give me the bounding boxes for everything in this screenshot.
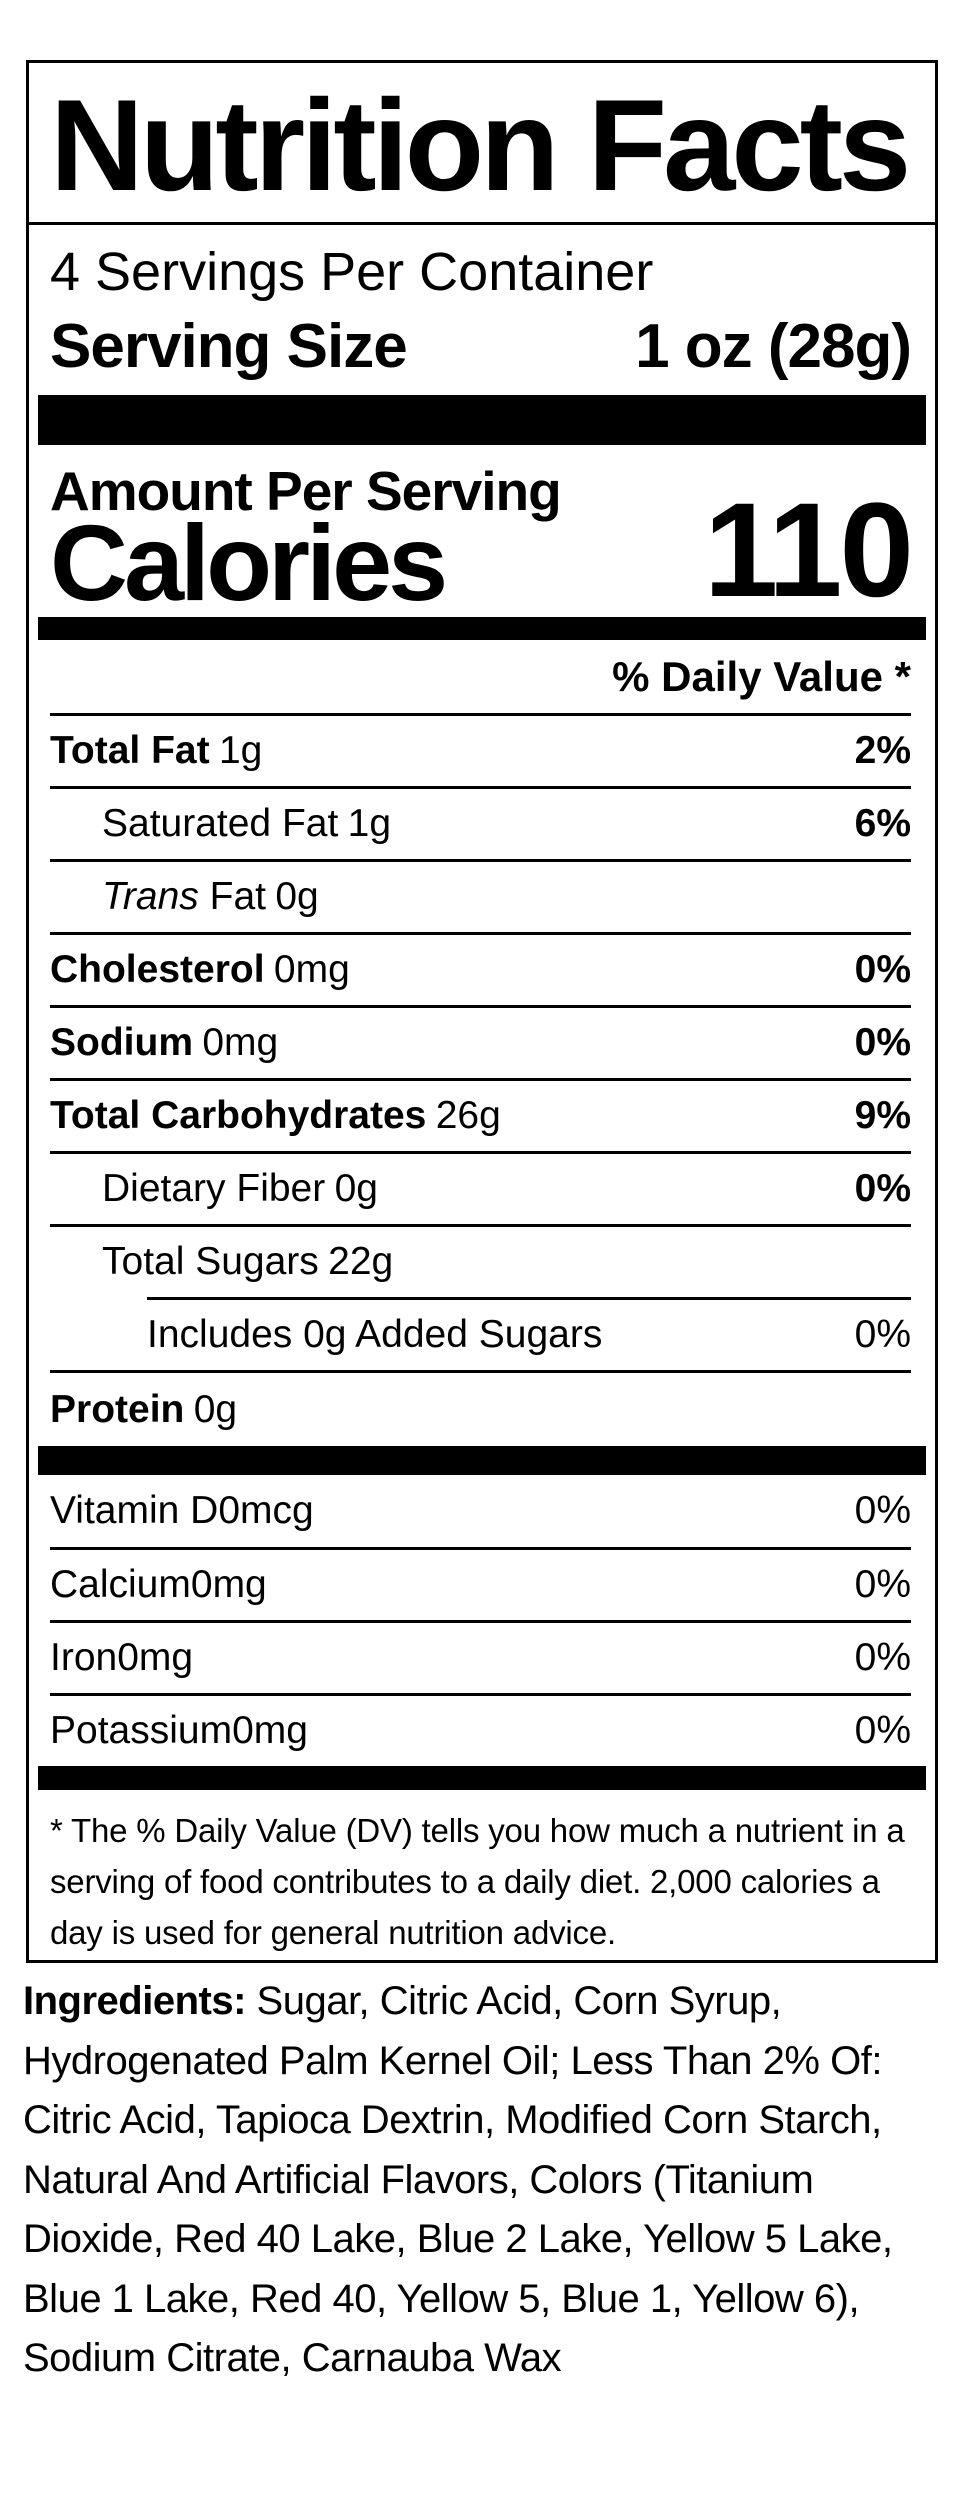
vitamin-row-iron: Iron0mg 0% <box>50 1620 911 1693</box>
nutrient-amount: 1g <box>347 802 392 845</box>
vitamin-dv: 0% <box>854 1563 911 1606</box>
nutrition-facts-title: Nutrition Facts <box>50 72 911 218</box>
ingredients-line-text: Sugar, Citric Acid, Corn Syrup, <box>245 1979 782 2023</box>
nutrient-name: Fat <box>198 875 266 918</box>
nutrient-dv: 0% <box>854 1021 911 1064</box>
nutrient-amount: 0g <box>334 1167 378 1210</box>
divider-bar <box>38 1766 926 1790</box>
vitamin-table: Vitamin D0mcg 0% Calcium0mg 0% Iron0mg 0… <box>29 1475 935 1766</box>
nutrient-amount: 0mg <box>273 948 350 991</box>
servings-per-container: 4 Servings Per Container <box>50 242 654 302</box>
ingredients-line: Citric Acid, Tapioca Dextrin, Modified C… <box>23 2098 882 2142</box>
serving-size-value: 1 oz (28g) <box>635 312 912 381</box>
daily-value-header: % Daily Value * <box>612 652 911 700</box>
vitamin-amount: 0mg <box>232 1709 308 1752</box>
nutrient-name-italic: Trans <box>102 875 199 918</box>
nutrient-row-cholesterol: Cholesterol 0mg 0% <box>50 932 911 1005</box>
divider-bar <box>38 617 926 640</box>
ingredients-paragraph: Ingredients: Sugar, Citric Acid, Corn Sy… <box>23 1972 938 2389</box>
vitamin-name: Potassium <box>50 1709 233 1752</box>
vitamin-dv: 0% <box>854 1489 911 1532</box>
nutrient-name: Includes 0g Added Sugars <box>147 1313 603 1356</box>
amount-per-serving-label: Amount Per Serving <box>50 460 562 522</box>
nutrient-row-saturated-fat: Saturated Fat 1g 6% <box>50 786 911 859</box>
vitamin-name: Calcium <box>50 1563 191 1606</box>
nutrient-amount: 0mg <box>202 1021 279 1064</box>
vitamin-row-vitamin-d: Vitamin D0mcg 0% <box>50 1475 911 1547</box>
nutrient-row-trans-fat: Trans Fat 0g <box>50 859 911 932</box>
nutrient-amount: 1g <box>218 729 263 772</box>
ingredients-line: Dioxide, Red 40 Lake, Blue 2 Lake, Yello… <box>23 2217 893 2261</box>
ingredients-line: Blue 1 Lake, Red 40, Yellow 5, Blue 1, Y… <box>23 2276 860 2321</box>
nutrient-row-protein: Protein 0g <box>50 1370 911 1446</box>
nutrient-amount: 0g <box>275 875 319 918</box>
nutrient-table: Total Fat 1g 2% Saturated Fat 1g 6% Trans … <box>29 713 935 1446</box>
vitamin-name: Iron <box>50 1636 118 1679</box>
nutrient-amount: 0g <box>193 1387 238 1431</box>
calories-block: Amount Per Serving Calories 110 <box>29 445 935 625</box>
serving-size-label: Serving Size <box>50 312 408 381</box>
serving-size-row: Serving Size 1 oz (28g) <box>29 309 935 395</box>
divider-bar <box>38 1446 926 1475</box>
nutrient-amount: 26g <box>435 1094 501 1137</box>
vitamin-row-potassium: Potassium0mg 0% <box>50 1693 911 1766</box>
nutrient-name: Total Carbohydrates <box>50 1094 427 1137</box>
nutrient-dv: 9% <box>854 1094 911 1137</box>
nutrient-dv: 0% <box>854 948 911 991</box>
nutrient-amount: 22g <box>328 1240 394 1283</box>
calories-value: 110 <box>703 476 914 625</box>
ingredients-line: Hydrogenated Palm Kernel Oil; Less Than … <box>23 2038 882 2083</box>
vitamin-amount: 0mg <box>117 1636 194 1679</box>
ingredients-line: Ingredients: Sugar, Citric Acid, Corn Sy… <box>23 1972 938 2032</box>
nutrient-name: Protein <box>50 1387 185 1431</box>
nutrient-name: Cholesterol <box>50 948 265 991</box>
nutrient-row-total-sugars: Total Sugars 22g <box>50 1224 911 1297</box>
nutrient-name: Saturated Fat <box>102 802 339 845</box>
nutrient-name: Total Sugars <box>102 1240 319 1283</box>
nutrient-row-total-carbohydrates: Total Carbohydrates 26g 9% <box>50 1078 911 1151</box>
vitamin-row-calcium: Calcium0mg 0% <box>50 1547 911 1620</box>
nutrient-row-total-fat: Total Fat 1g 2% <box>50 713 911 786</box>
thick-divider-bar <box>38 395 926 445</box>
vitamin-dv: 0% <box>854 1709 911 1752</box>
nutrient-row-dietary-fiber: Dietary Fiber 0g 0% <box>50 1151 911 1224</box>
title-block: Nutrition Facts <box>29 63 935 225</box>
vitamin-dv: 0% <box>854 1636 911 1679</box>
ingredients-label: Ingredients: <box>23 1979 246 2023</box>
vitamin-amount: 0mg <box>190 1563 267 1606</box>
nutrition-facts-panel: Nutrition Facts 4 Servings Per Container… <box>26 60 938 1963</box>
daily-value-footnote: * The % Daily Value (DV) tells you how m… <box>50 1812 905 1951</box>
nutrient-dv: 0% <box>854 1313 911 1356</box>
vitamin-name: Vitamin D <box>50 1489 219 1532</box>
ingredients-line: Sodium Citrate, Carnauba Wax <box>23 2336 562 2380</box>
nutrient-dv: 2% <box>854 729 911 772</box>
nutrient-name: Sodium <box>50 1021 193 1064</box>
vitamin-amount: 0mcg <box>218 1489 314 1532</box>
nutrient-name: Dietary Fiber <box>102 1167 326 1210</box>
calories-label: Calories <box>50 502 448 623</box>
nutrient-name: Total Fat <box>50 729 210 772</box>
nutrient-row-sodium: Sodium 0mg 0% <box>50 1005 911 1078</box>
nutrient-dv: 6% <box>854 802 911 845</box>
nutrient-dv: 0% <box>854 1167 911 1210</box>
ingredients-line: Natural And Artificial Flavors, Colors (… <box>23 2157 814 2202</box>
nutrient-row-added-sugars: Includes 0g Added Sugars 0% <box>50 1297 911 1370</box>
